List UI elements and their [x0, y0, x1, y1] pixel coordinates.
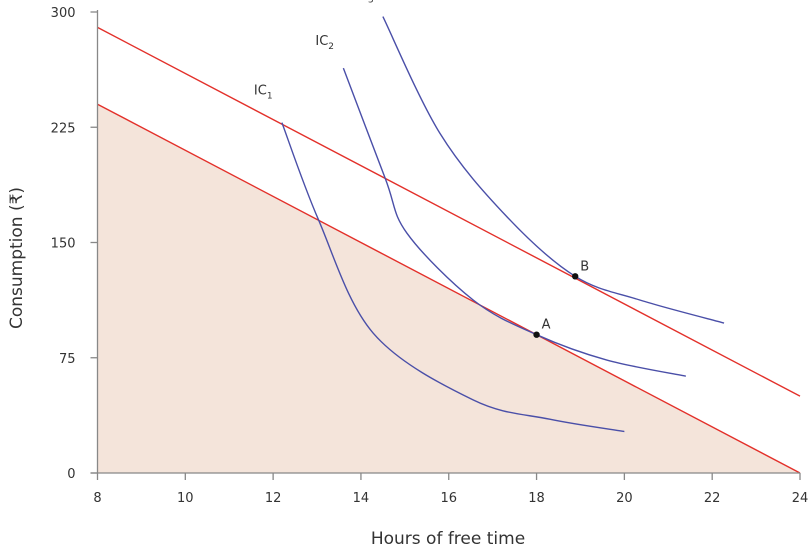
indifference-curve-label-1: IC1 [254, 84, 273, 102]
x-tick-label: 16 [440, 491, 457, 506]
x-tick-label: 12 [265, 491, 282, 506]
indifference-curve-2 [342, 67, 686, 377]
x-tick-label: 24 [792, 491, 809, 506]
x-tick-label: 22 [704, 491, 721, 506]
x-tick-label: 18 [528, 491, 545, 506]
x-axis-label: Hours of free time [371, 529, 525, 549]
point-B [572, 273, 579, 280]
x-tick-label: 20 [616, 491, 633, 506]
point-label-B: B [580, 259, 589, 274]
y-tick-label: 75 [59, 352, 76, 367]
indifference-curve-label-2: IC2 [315, 34, 334, 52]
indifference-curve-label-3: IC3 [355, 0, 374, 6]
y-tick-label: 300 [51, 6, 76, 21]
budget-line-2 [97, 26, 801, 397]
x-tick-label: 14 [353, 491, 370, 506]
indifference-curve-1 [281, 122, 625, 433]
x-tick-label: 10 [177, 491, 194, 506]
indifference-curve-3 [382, 16, 725, 324]
x-tick-label: 8 [93, 491, 101, 506]
y-tick-label: 150 [51, 237, 76, 252]
budget-line-1 [97, 103, 801, 474]
y-axis-label: Consumption (₹) [7, 187, 27, 329]
point-label-A: A [542, 318, 551, 333]
y-tick-label: 0 [67, 467, 75, 482]
point-A [533, 331, 540, 338]
y-tick-label: 225 [51, 121, 76, 136]
